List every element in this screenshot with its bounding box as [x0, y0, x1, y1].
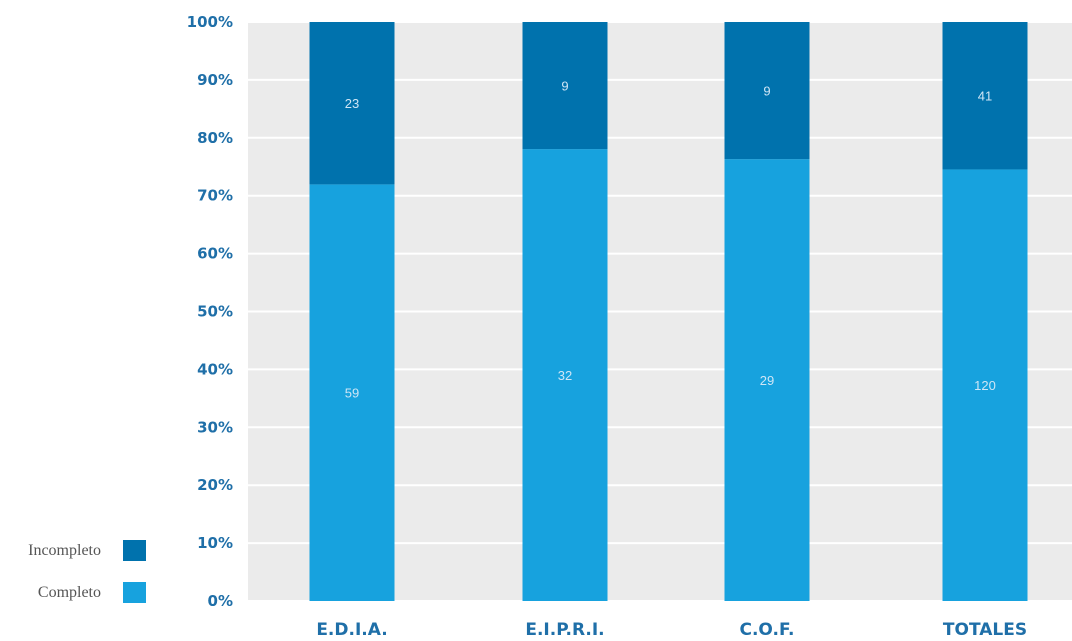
data-label-incompleto: 9 — [561, 79, 568, 94]
y-axis: 0% 10% 20% 30% 40% 50% 60% 70% 80% 90% 100% — [187, 13, 233, 610]
legend-label-completo: Completo — [38, 584, 101, 601]
data-label-completo: 32 — [558, 368, 572, 383]
data-label-completo: 120 — [974, 378, 996, 393]
data-label-incompleto: 23 — [345, 96, 359, 111]
bar-segment-incompleto — [522, 22, 608, 150]
data-label-incompleto: 9 — [763, 84, 770, 99]
bar-segment-completo — [309, 184, 395, 601]
y-tick-label: 70% — [197, 187, 233, 205]
bars: 59 23 32 9 29 9 120 41 — [309, 22, 1028, 601]
x-tick-label: E.I.P.R.I. — [525, 620, 604, 640]
y-tick-label: 0% — [208, 592, 233, 610]
y-tick-label: 10% — [197, 534, 233, 552]
y-tick-label: 20% — [197, 476, 233, 494]
legend: Incompleto Completo — [28, 540, 146, 603]
y-tick-label: 60% — [197, 245, 233, 263]
data-label-completo: 59 — [345, 386, 359, 401]
bar-segment-completo — [724, 159, 810, 601]
bar-segment-incompleto — [942, 22, 1028, 170]
bar-segment-incompleto — [724, 22, 810, 160]
legend-swatch-completo — [123, 582, 146, 603]
bar-segment-completo — [522, 149, 608, 601]
y-tick-label: 80% — [197, 129, 233, 147]
y-tick-label: 50% — [197, 303, 233, 321]
y-tick-label: 40% — [197, 360, 233, 378]
y-tick-label: 90% — [197, 71, 233, 89]
legend-swatch-incompleto — [123, 540, 146, 561]
bar-segment-completo — [942, 169, 1028, 601]
data-label-completo: 29 — [760, 373, 774, 388]
x-axis: E.D.I.A. E.I.P.R.I. C.O.F. TOTALES — [316, 620, 1027, 640]
y-tick-label: 30% — [197, 418, 233, 436]
x-tick-label: TOTALES — [943, 620, 1027, 640]
x-tick-label: C.O.F. — [739, 620, 794, 640]
y-tick-label: 100% — [187, 13, 233, 31]
data-label-incompleto: 41 — [978, 89, 992, 104]
x-tick-label: E.D.I.A. — [316, 620, 387, 640]
legend-label-incompleto: Incompleto — [28, 542, 101, 559]
bar-segment-incompleto — [309, 22, 395, 185]
